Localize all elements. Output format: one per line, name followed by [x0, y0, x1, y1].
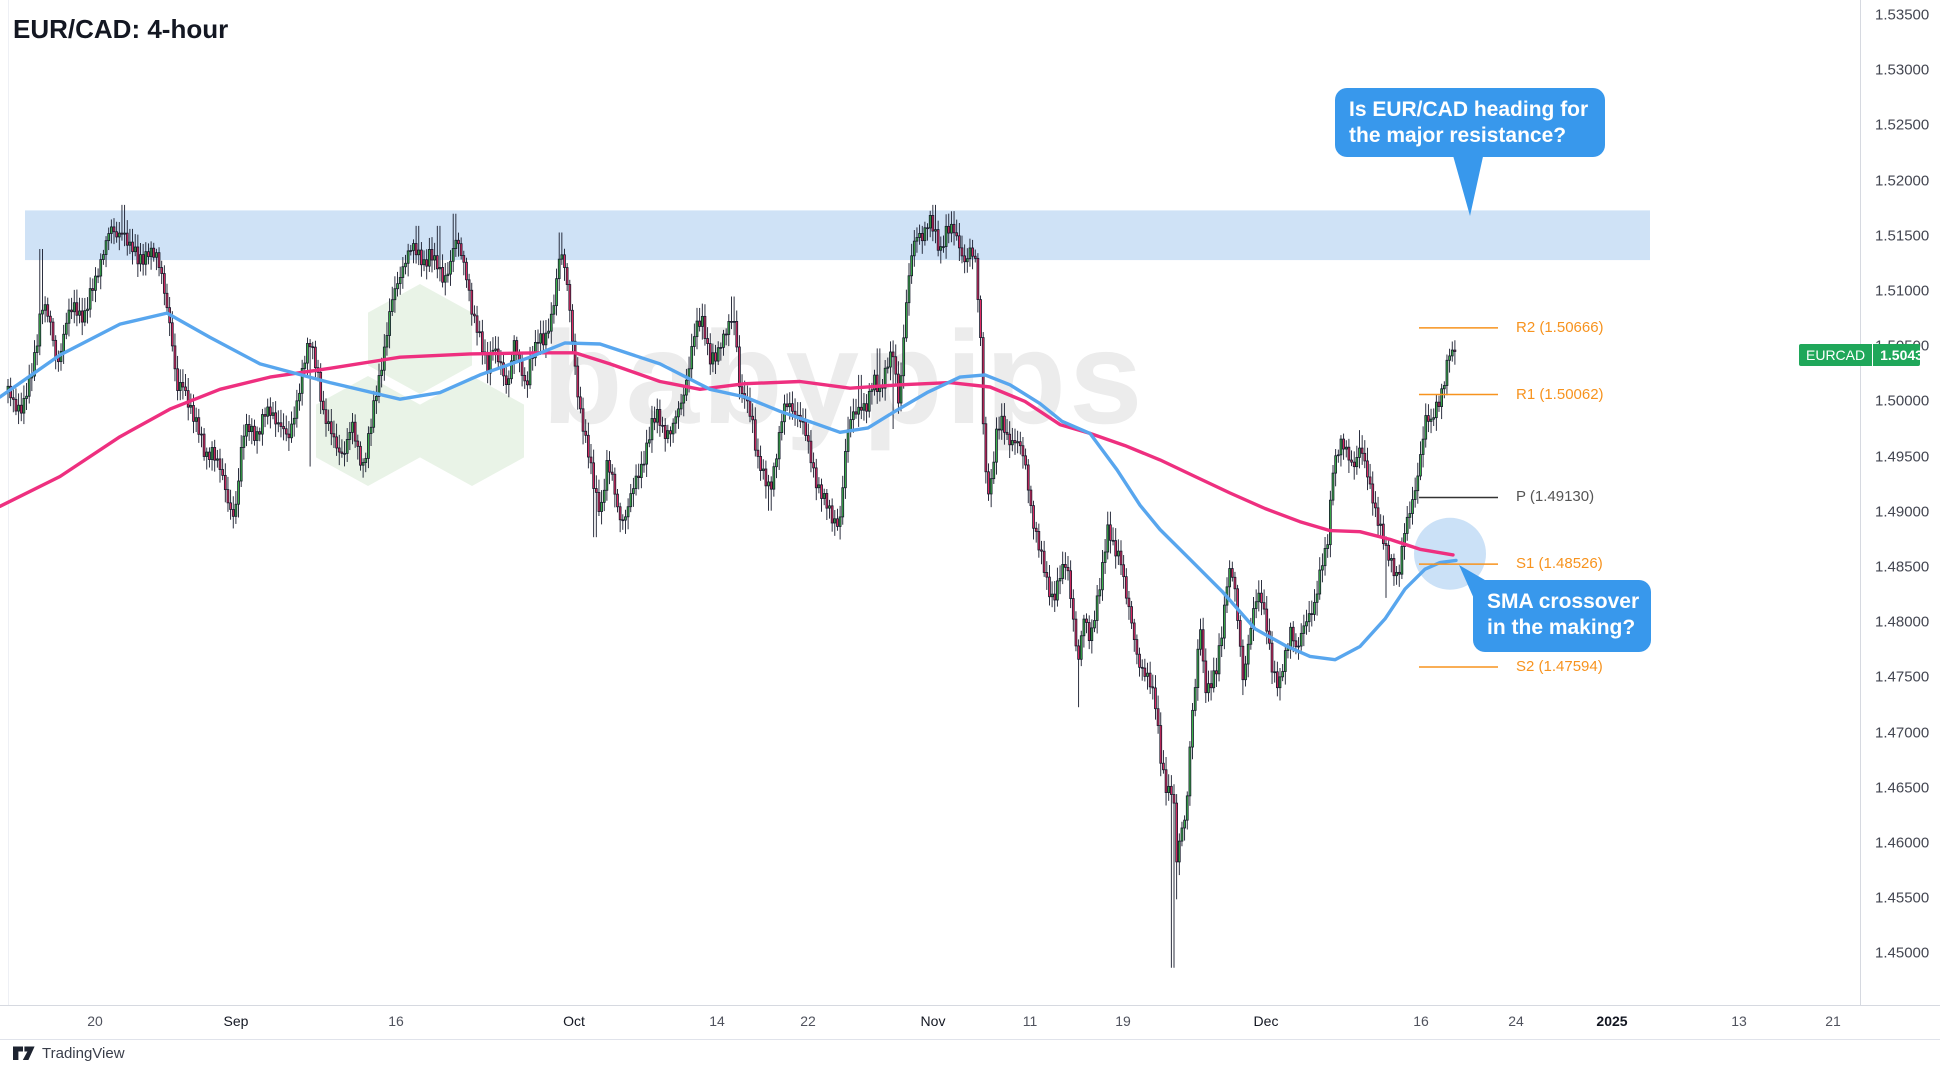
- badge-symbol: EURCAD: [1799, 344, 1874, 366]
- resistance-callout-line2: the major resistance?: [1349, 124, 1567, 147]
- pivot-label-S2: S2 (1.47594): [1516, 658, 1603, 676]
- price-tick-label: 1.46500: [1875, 779, 1930, 797]
- price-tick-label: 1.47500: [1875, 668, 1930, 686]
- time-tick-label: 16: [1413, 1013, 1429, 1029]
- time-tick-label: 16: [388, 1013, 404, 1029]
- price-axis[interactable]: 1.53500 1.53000 1.52500 1.52000 1.51500 1.510…: [1860, 0, 1940, 1038]
- price-tick-label: 1.53000: [1875, 61, 1930, 79]
- time-tick-label: Dec: [1253, 1013, 1279, 1029]
- price-tick-label: 1.47000: [1875, 724, 1930, 742]
- price-tick-label: 1.45500: [1875, 889, 1930, 907]
- resistance-callout-bubble[interactable]: Is EUR/CAD heading for the major resista…: [1335, 88, 1605, 157]
- time-tick-label: Sep: [223, 1013, 249, 1029]
- price-tick-label: 1.50000: [1875, 392, 1930, 410]
- tradingview-logo[interactable]: TradingView: [13, 1045, 125, 1062]
- last-price-badge: EURCAD 1.50436: [1799, 344, 1931, 366]
- badge-price: 1.50436: [1880, 347, 1931, 363]
- time-tick-label: 21: [1825, 1013, 1841, 1029]
- resistance-callout-line1: Is EUR/CAD heading for: [1349, 98, 1589, 121]
- pivot-label-R1: R1 (1.50062): [1516, 385, 1604, 403]
- time-tick-label: 14: [709, 1013, 725, 1029]
- watermark-text: babypips: [542, 304, 1146, 451]
- tradingview-logo-text: TradingView: [42, 1045, 125, 1062]
- time-tick-label: Oct: [563, 1013, 585, 1029]
- price-tick-label: 1.49000: [1875, 503, 1930, 521]
- price-tick-label: 1.45000: [1875, 944, 1930, 962]
- tradingview-logo-icon: [13, 1046, 35, 1060]
- pivot-points-indicator[interactable]: [1419, 327, 1498, 668]
- pivot-label-P: P (1.49130): [1516, 488, 1595, 506]
- time-tick-label: 20: [87, 1013, 103, 1029]
- time-tick-label: 2025: [1596, 1013, 1628, 1029]
- sma-slow-pink-line[interactable]: [0, 351, 1455, 557]
- sma-fast-blue-line[interactable]: [0, 311, 1458, 662]
- candlestick-series: [6, 204, 1457, 968]
- price-tick-label: 1.52000: [1875, 172, 1930, 190]
- price-tick-label: 1.46000: [1875, 834, 1930, 852]
- time-tick-label: 19: [1115, 1013, 1131, 1029]
- price-tick-label: 1.49500: [1875, 448, 1930, 466]
- price-tick-label: 1.52500: [1875, 116, 1930, 134]
- sma-callout-line2: in the making?: [1487, 616, 1636, 639]
- time-tick-label: Nov: [920, 1013, 946, 1029]
- price-tick-label: 1.48000: [1875, 613, 1930, 631]
- time-tick-label: 24: [1508, 1013, 1524, 1029]
- time-tick-label: 11: [1022, 1013, 1038, 1029]
- price-tick-label: 1.53500: [1875, 6, 1930, 24]
- chart-title: EUR/CAD: 4-hour: [13, 14, 229, 44]
- time-tick-label: 22: [800, 1013, 816, 1029]
- resistance-callout-tail: [1452, 152, 1484, 216]
- pivot-label-R2: R2 (1.50666): [1516, 318, 1604, 336]
- price-tick-label: 1.51000: [1875, 282, 1930, 300]
- pivot-label-S1: S1 (1.48526): [1516, 555, 1603, 573]
- resistance-zone[interactable]: [25, 210, 1650, 261]
- sma-crossover-callout-bubble[interactable]: SMA crossover in the making?: [1473, 580, 1651, 652]
- time-tick-label: 13: [1731, 1013, 1747, 1029]
- sma-callout-line1: SMA crossover: [1487, 590, 1640, 613]
- price-tick-label: 1.48500: [1875, 558, 1930, 576]
- time-axis[interactable]: 20 Sep 16 Oct 14 22 Nov 11 19 Dec 16 24 2025 13 21: [0, 1005, 1940, 1040]
- price-tick-label: 1.51500: [1875, 227, 1930, 245]
